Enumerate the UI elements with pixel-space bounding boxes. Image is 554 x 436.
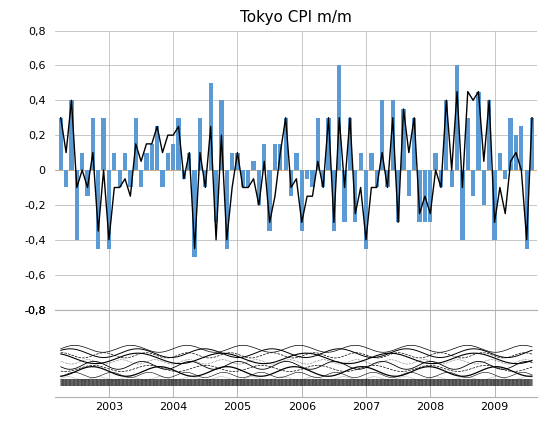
- Bar: [525, 170, 529, 249]
- Bar: [101, 118, 106, 170]
- Bar: [240, 170, 245, 187]
- Bar: [332, 170, 336, 231]
- Bar: [96, 170, 100, 249]
- Bar: [380, 100, 384, 170]
- Bar: [144, 153, 148, 170]
- Bar: [128, 170, 132, 187]
- Bar: [80, 153, 84, 170]
- Bar: [123, 153, 127, 170]
- Bar: [117, 170, 122, 187]
- Bar: [257, 170, 261, 205]
- Bar: [348, 118, 352, 170]
- Bar: [69, 100, 74, 170]
- Bar: [439, 170, 443, 187]
- Bar: [358, 153, 363, 170]
- Bar: [134, 118, 138, 170]
- Bar: [112, 153, 116, 170]
- Bar: [155, 126, 160, 170]
- Bar: [230, 153, 234, 170]
- Bar: [310, 170, 315, 187]
- Bar: [385, 170, 389, 187]
- Bar: [423, 170, 427, 222]
- Bar: [326, 118, 331, 170]
- Bar: [353, 170, 357, 222]
- Bar: [182, 170, 186, 179]
- Bar: [107, 170, 111, 249]
- Bar: [64, 170, 68, 187]
- Bar: [455, 65, 459, 170]
- Bar: [509, 118, 513, 170]
- Bar: [198, 118, 202, 170]
- Bar: [273, 144, 277, 170]
- Bar: [428, 170, 433, 222]
- Bar: [91, 118, 95, 170]
- Bar: [262, 144, 266, 170]
- Bar: [412, 118, 417, 170]
- Bar: [75, 170, 79, 240]
- Bar: [139, 170, 143, 187]
- Bar: [203, 170, 208, 187]
- Bar: [208, 83, 213, 170]
- Bar: [342, 170, 347, 222]
- Bar: [224, 170, 229, 249]
- Bar: [305, 170, 309, 179]
- Bar: [407, 170, 411, 196]
- Bar: [160, 170, 165, 187]
- Bar: [530, 118, 534, 170]
- Bar: [444, 100, 449, 170]
- Bar: [519, 126, 524, 170]
- Bar: [449, 170, 454, 187]
- Bar: [321, 170, 325, 187]
- Bar: [59, 118, 63, 170]
- Bar: [476, 92, 481, 170]
- Bar: [219, 100, 224, 170]
- Bar: [171, 144, 176, 170]
- Bar: [481, 170, 486, 205]
- Bar: [471, 170, 475, 196]
- Bar: [85, 170, 90, 196]
- Bar: [252, 161, 256, 170]
- Bar: [493, 170, 497, 240]
- Bar: [391, 100, 395, 170]
- Bar: [364, 170, 368, 249]
- Bar: [284, 118, 288, 170]
- Bar: [192, 170, 197, 257]
- Bar: [150, 144, 154, 170]
- Bar: [497, 153, 502, 170]
- Bar: [235, 153, 240, 170]
- Bar: [337, 65, 341, 170]
- Bar: [460, 170, 465, 240]
- Bar: [268, 170, 272, 231]
- Bar: [246, 170, 250, 187]
- Bar: [396, 170, 401, 222]
- Bar: [316, 118, 320, 170]
- Bar: [300, 170, 304, 231]
- Bar: [503, 170, 507, 179]
- Bar: [465, 118, 470, 170]
- Bar: [514, 135, 518, 170]
- Bar: [176, 118, 181, 170]
- Bar: [187, 153, 192, 170]
- Bar: [278, 144, 283, 170]
- Bar: [289, 170, 293, 196]
- Bar: [214, 170, 218, 222]
- Bar: [166, 153, 170, 170]
- Bar: [369, 153, 373, 170]
- Bar: [294, 153, 299, 170]
- Bar: [433, 153, 438, 170]
- Title: Tokyo CPI m/m: Tokyo CPI m/m: [240, 10, 352, 25]
- Bar: [487, 100, 491, 170]
- Bar: [401, 109, 406, 170]
- Bar: [417, 170, 422, 222]
- Bar: [375, 170, 379, 187]
